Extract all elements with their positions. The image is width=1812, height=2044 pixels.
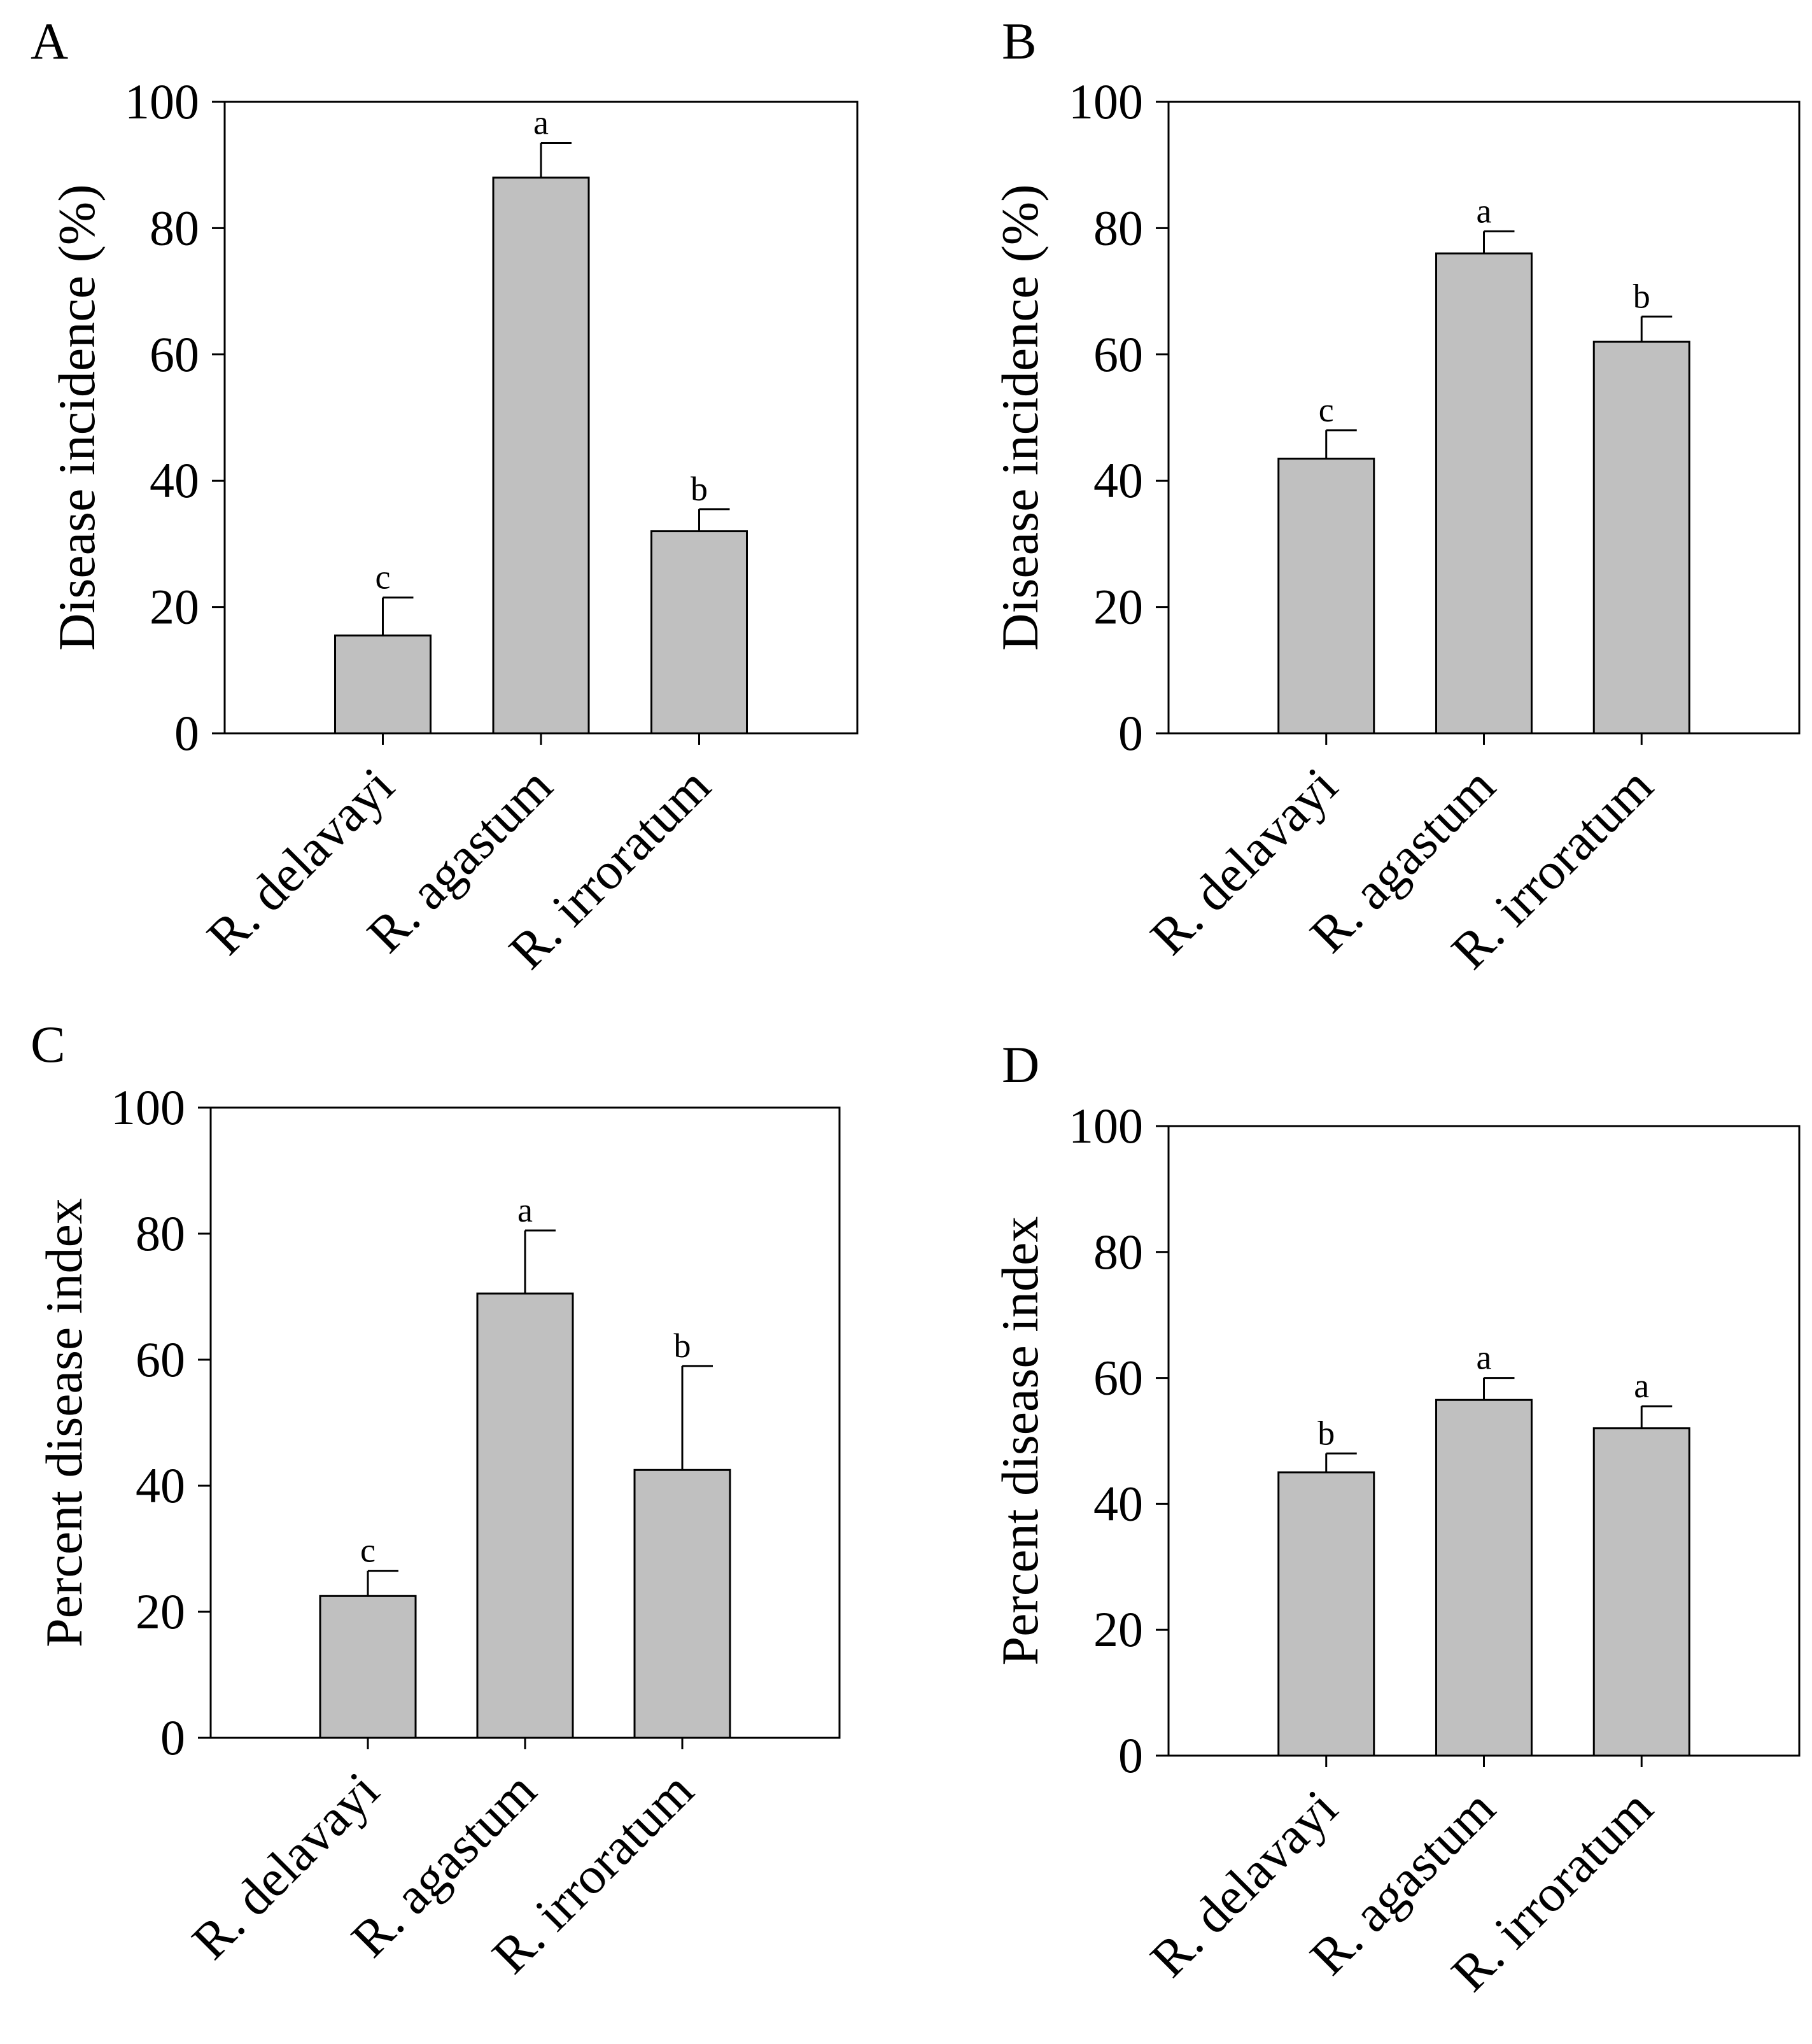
significance-letter-1: c (360, 1532, 376, 1570)
y-tick-label: 20 (1093, 579, 1143, 635)
y-axis-title: Disease incidence (%) (991, 184, 1049, 651)
plot-frame (1167, 101, 1801, 735)
panel-letter: D (1002, 1036, 1039, 1094)
bar-1 (319, 1595, 417, 1739)
y-tick-label: 60 (136, 1332, 185, 1387)
bar-3 (633, 1469, 731, 1739)
significance-letter-2: a (533, 103, 549, 141)
y-tick-label: 40 (1093, 1476, 1143, 1531)
bar-1 (1277, 457, 1375, 735)
y-tick-label: 100 (111, 1080, 185, 1135)
significance-letter-1: c (376, 558, 391, 596)
y-tick-label: 80 (1093, 200, 1143, 255)
bar-3 (1592, 341, 1690, 735)
significance-letter-2: a (517, 1191, 533, 1229)
y-tick-label: 40 (136, 1458, 185, 1513)
y-axis-title: Disease incidence (%) (48, 184, 106, 651)
significance-letter-1: b (1317, 1414, 1335, 1452)
y-tick-label: 80 (136, 1206, 185, 1261)
y-tick-label: 0 (160, 1710, 185, 1765)
significance-letter-2: a (1477, 1339, 1492, 1377)
y-tick-label: 100 (1069, 1098, 1143, 1153)
plot-frame (209, 1106, 841, 1739)
y-axis-title: Percent disease index (35, 1198, 93, 1647)
y-axis-title: Percent disease index (991, 1216, 1049, 1666)
bar-3 (1592, 1427, 1690, 1757)
y-tick-label: 60 (150, 327, 199, 382)
y-tick-label: 60 (1093, 1350, 1143, 1406)
bar-1 (1277, 1471, 1375, 1757)
bar-2 (1435, 252, 1533, 735)
significance-letter-3: b (1633, 277, 1650, 315)
y-tick-label: 0 (1118, 1728, 1143, 1783)
y-tick-label: 0 (174, 705, 199, 761)
plot-frame (1167, 1125, 1801, 1757)
significance-letter-1: c (1319, 391, 1334, 429)
y-tick-label: 0 (1118, 705, 1143, 761)
y-tick-label: 20 (1093, 1602, 1143, 1657)
y-tick-label: 40 (150, 453, 199, 508)
y-tick-label: 40 (1093, 453, 1143, 508)
y-tick-label: 20 (136, 1584, 185, 1639)
panel-letter: A (31, 12, 68, 70)
y-tick-label: 60 (1093, 327, 1143, 382)
significance-letter-2: a (1477, 192, 1492, 230)
significance-letter-3: b (674, 1327, 691, 1365)
y-tick-label: 20 (150, 579, 199, 635)
y-tick-label: 80 (150, 200, 199, 255)
bar-1 (334, 634, 432, 735)
panel-letter: B (1002, 12, 1037, 70)
y-tick-label: 80 (1093, 1224, 1143, 1279)
significance-letter-3: a (1634, 1367, 1649, 1405)
y-tick-label: 100 (125, 74, 199, 129)
panel-letter: C (31, 1015, 66, 1073)
y-tick-label: 100 (1069, 74, 1143, 129)
bar-2 (476, 1292, 574, 1739)
significance-letter-3: b (691, 470, 708, 508)
plot-frame (223, 101, 859, 735)
bar-3 (650, 530, 748, 735)
bar-2 (492, 176, 590, 735)
bar-2 (1435, 1399, 1533, 1757)
